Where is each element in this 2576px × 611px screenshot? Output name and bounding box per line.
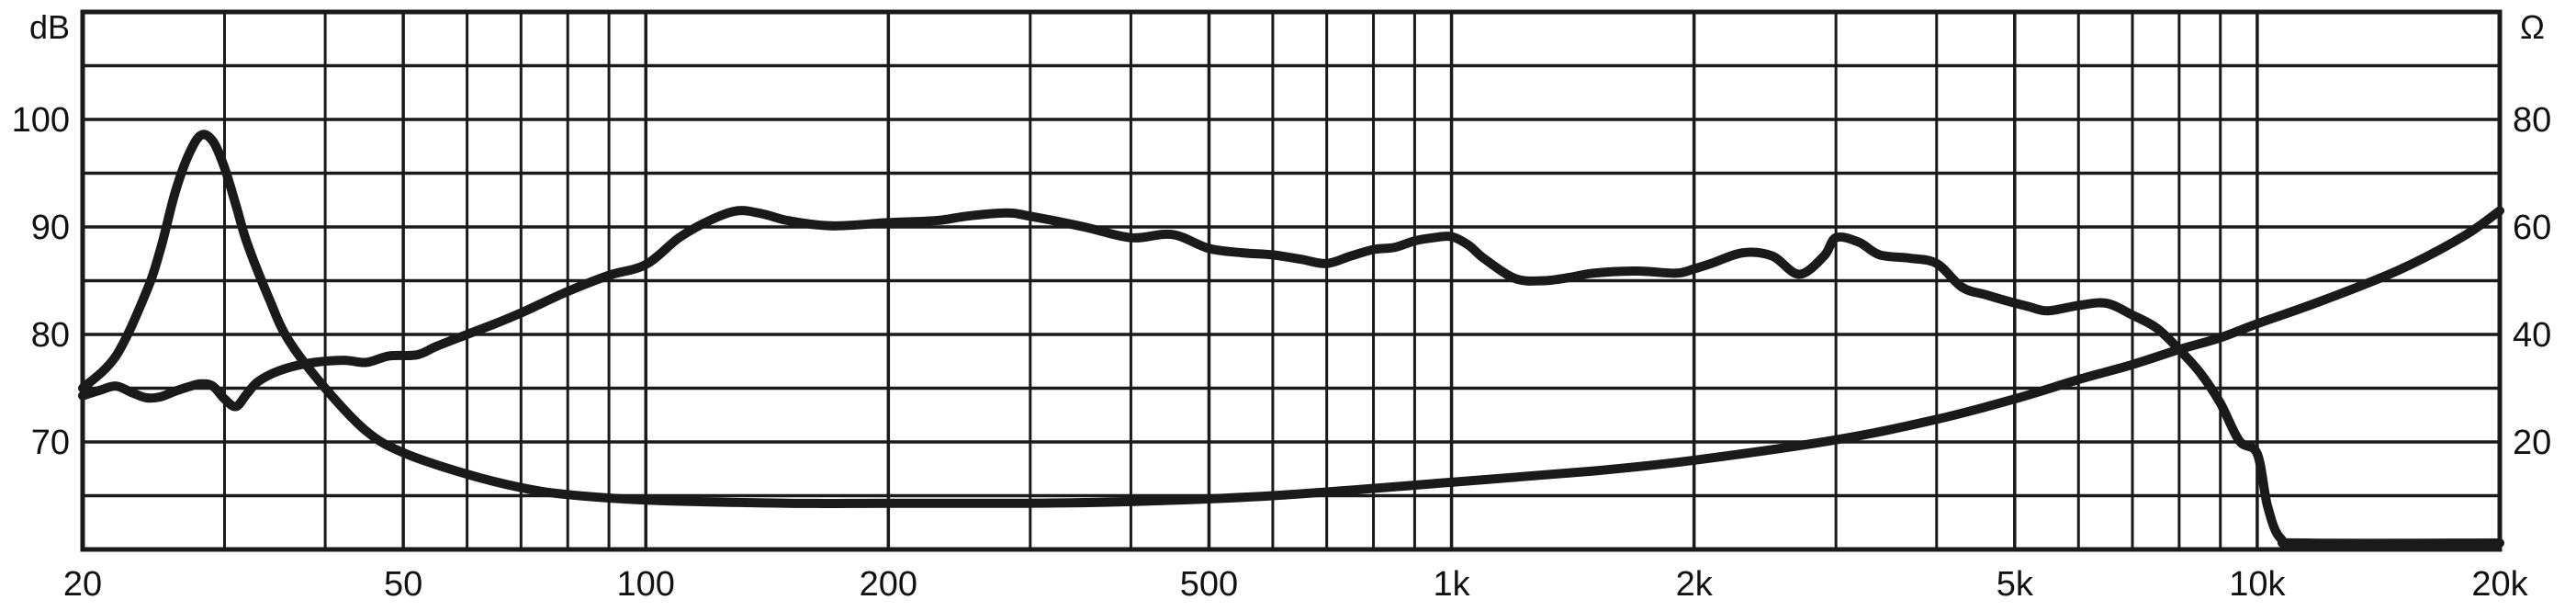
- y-right-tick-label: 20: [2513, 424, 2551, 462]
- x-tick-label: 1k: [1433, 565, 1470, 604]
- x-tick-label: 20: [63, 565, 102, 604]
- right-axis-unit-label: Ω: [2520, 8, 2545, 46]
- curves: [78, 130, 2504, 549]
- x-tick-label: 500: [1180, 565, 1238, 604]
- x-tick-label: 5k: [1997, 565, 2034, 604]
- plot-frame: [80, 9, 2503, 552]
- y-left-tick-label: 90: [31, 209, 70, 247]
- y-left-tick-label: 100: [12, 101, 70, 140]
- y-right-tick-label: 80: [2513, 101, 2551, 140]
- major-gridlines: [83, 12, 2500, 549]
- x-tick-label: 200: [860, 565, 917, 604]
- y-right-tick-label: 60: [2513, 209, 2551, 247]
- x-tick-label: 20k: [2471, 565, 2528, 604]
- y-left-tick-label: 70: [31, 424, 70, 462]
- axis-labels: dB Ω 20 50 100 200 500 1k 2k 5k 10k 20k 70 80 90 100 2…: [12, 8, 2552, 604]
- x-tick-label: 2k: [1676, 565, 1714, 604]
- x-tick-label: 50: [384, 565, 422, 604]
- left-axis-unit-label: dB: [29, 8, 70, 46]
- y-right-tick-label: 40: [2513, 316, 2551, 355]
- x-tick-label: 100: [617, 565, 675, 604]
- y-left-tick-label: 80: [31, 316, 70, 355]
- x-tick-label: 10k: [2229, 565, 2286, 604]
